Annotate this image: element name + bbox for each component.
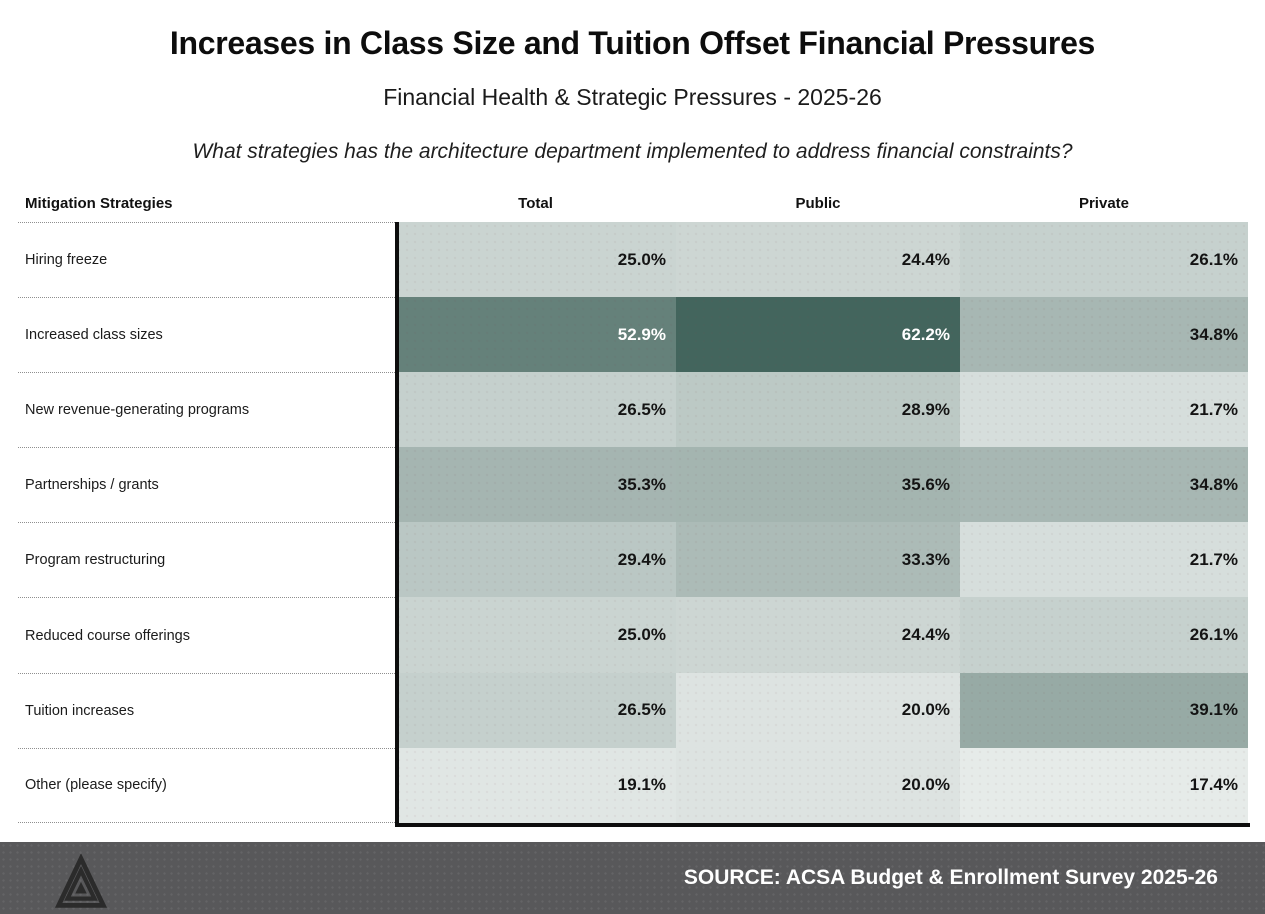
row-label: Increased class sizes <box>18 297 395 373</box>
table-row: Program restructuring 29.4% 33.3% 21.7% <box>18 522 1250 598</box>
table-header-row: Mitigation Strategies Total Public Priva… <box>18 190 1250 216</box>
table-left-border <box>395 222 399 827</box>
table-row: Increased class sizes 52.9% 62.2% 34.8% <box>18 297 1250 373</box>
heatmap-cell: 26.5% <box>395 372 676 448</box>
heatmap-cell: 34.8% <box>960 447 1248 523</box>
row-label: Hiring freeze <box>18 222 395 298</box>
table-row: New revenue-generating programs 26.5% 28.9… <box>18 372 1250 448</box>
heatmap-cell: 19.1% <box>395 747 676 823</box>
row-label: Other (please specify) <box>18 747 395 823</box>
table-row: Reduced course offerings 25.0% 24.4% 26.1% <box>18 597 1250 673</box>
heatmap-cell: 29.4% <box>395 522 676 598</box>
table-row: Other (please specify) 19.1% 20.0% 17.4% <box>18 747 1250 823</box>
heatmap-cell: 25.0% <box>395 222 676 298</box>
heatmap-cell: 26.5% <box>395 672 676 748</box>
heatmap-cell: 33.3% <box>676 522 960 598</box>
heatmap-cell: 26.1% <box>960 597 1248 673</box>
heatmap-cell: 20.0% <box>676 672 960 748</box>
heatmap-cell: 26.1% <box>960 222 1248 298</box>
row-label: Tuition increases <box>18 672 395 748</box>
row-label: New revenue-generating programs <box>18 372 395 448</box>
row-label-header: Mitigation Strategies <box>25 194 173 212</box>
heatmap-cell: 21.7% <box>960 372 1248 448</box>
source-caption: SOURCE: ACSA Budget & Enrollment Survey … <box>683 866 1218 889</box>
heatmap-cell: 35.6% <box>676 447 960 523</box>
row-label: Partnerships / grants <box>18 447 395 523</box>
table-row: Partnerships / grants 35.3% 35.6% 34.8% <box>18 447 1250 523</box>
row-label: Program restructuring <box>18 522 395 598</box>
heatmap-cell: 20.0% <box>676 747 960 823</box>
heatmap-cell: 24.4% <box>676 222 960 298</box>
page-title: Increases in Class Size and Tuition Offs… <box>169 25 1096 61</box>
heatmap-cell: 35.3% <box>395 447 676 523</box>
table-row: Hiring freeze 25.0% 24.4% 26.1% <box>18 222 1250 298</box>
heatmap-cell: 24.4% <box>676 597 960 673</box>
heatmap-cell: 21.7% <box>960 522 1248 598</box>
footer-bar <box>0 842 1265 914</box>
heatmap-cell: 28.9% <box>676 372 960 448</box>
heatmap-cell: 25.0% <box>395 597 676 673</box>
page-subtitle: Financial Health & Strategic Pressures -… <box>383 84 882 110</box>
heatmap-cell: 34.8% <box>960 297 1248 373</box>
row-label: Reduced course offerings <box>18 597 395 673</box>
column-header-private: Private <box>1078 194 1130 212</box>
heatmap-cell: 39.1% <box>960 672 1248 748</box>
column-header-public: Public <box>795 194 841 212</box>
table-row: Tuition increases 26.5% 20.0% 39.1% <box>18 672 1250 748</box>
heatmap-cell: 62.2% <box>676 297 960 373</box>
column-header-total: Total <box>518 194 553 212</box>
heatmap-table: Hiring freeze 25.0% 24.4% 26.1% Increased cl… <box>18 222 1250 823</box>
heatmap-cell: 17.4% <box>960 747 1248 823</box>
striped-triangle-logo <box>55 854 107 908</box>
table-bottom-border <box>395 823 1250 827</box>
survey-question: What strategies has the architecture dep… <box>192 140 1073 163</box>
heatmap-cell: 52.9% <box>395 297 676 373</box>
